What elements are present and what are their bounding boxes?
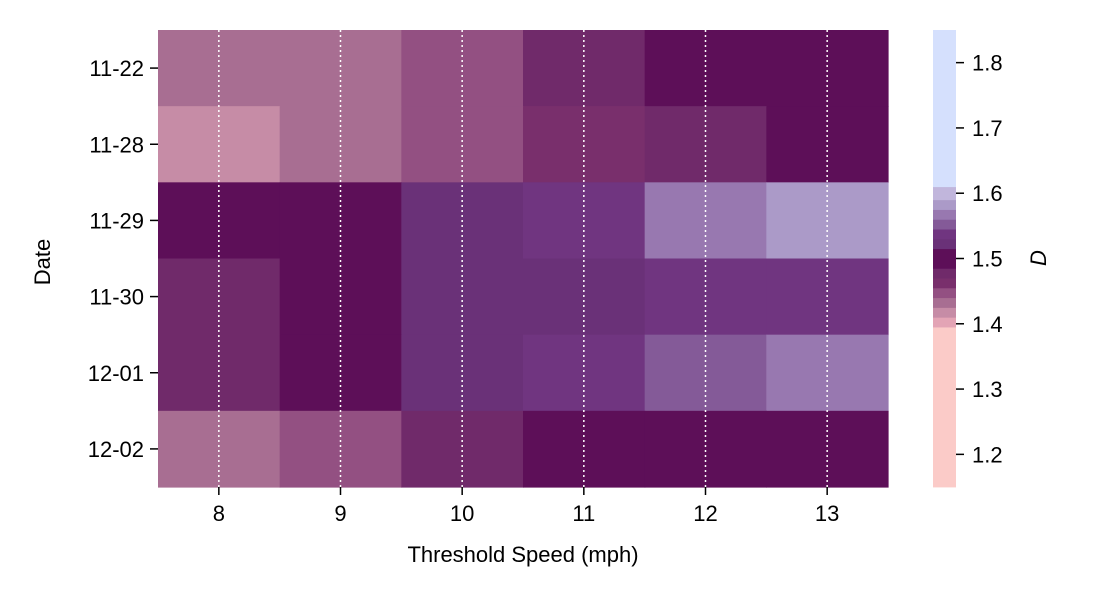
colorbar-band [933, 297, 956, 308]
x-tick-label: 8 [213, 501, 225, 526]
colorbar-label: D [1026, 250, 1051, 266]
x-tick-label: 11 [572, 501, 595, 526]
colorbar-band [933, 219, 956, 230]
colorbar-tick-label: 1.4 [972, 312, 1003, 337]
y-tick-label: 11-30 [89, 285, 144, 310]
colorbar-band [933, 278, 956, 289]
colorbar-band [933, 287, 956, 299]
x-axis-label: Threshold Speed (mph) [407, 542, 638, 567]
heatmap-cell-11-22-9 [279, 30, 402, 107]
y-tick-label: 12-02 [88, 437, 144, 462]
colorbar-band [933, 268, 956, 279]
colorbar-band [933, 248, 956, 269]
heatmap-cell-11-22-8 [158, 30, 281, 107]
heatmap-cell-12-01-10 [401, 334, 524, 412]
x-axis: 8 9 10 11 12 13 [213, 487, 839, 526]
y-axis-label: Date [30, 239, 55, 285]
x-tick-label: 9 [334, 501, 346, 526]
heatmap-cell-12-02-11 [523, 410, 646, 488]
heatmap-cell-11-22-11 [523, 30, 646, 107]
x-tick-label: 13 [815, 501, 839, 526]
heatmap-cell-11-22-13 [766, 30, 889, 107]
colorbar-band [933, 30, 956, 188]
colorbar-tick-label: 1.5 [972, 247, 1003, 272]
heatmap-cell-12-02-8 [158, 410, 281, 488]
heatmap-cell-12-02-12 [644, 410, 767, 488]
colorbar-tick-label: 1.8 [972, 51, 1003, 76]
colorbar-tick-label: 1.7 [972, 116, 1003, 141]
heatmap-cell-12-01-9 [279, 334, 402, 412]
y-tick-label: 11-28 [89, 132, 144, 157]
heatmap-cell-12-01-12 [644, 334, 767, 412]
vertical-gridlines [218, 30, 828, 487]
colorbar-band [933, 317, 956, 328]
x-tick-label: 12 [693, 501, 717, 526]
heatmap-cell-12-01-8 [158, 334, 281, 412]
x-tick-label: 10 [450, 501, 474, 526]
y-tick-label: 11-22 [89, 56, 144, 81]
colorbar-tick-label: 1.6 [972, 181, 1003, 206]
heatmap-cell-12-01-13 [766, 334, 889, 412]
heatmap-cell-12-02-9 [279, 410, 402, 488]
heatmap-cell-12-02-10 [401, 410, 524, 488]
colorbar-band [933, 186, 956, 201]
y-axis: 11-22 11-28 11-29 11-30 12-01 12-02 [88, 56, 158, 462]
colorbar-band [933, 238, 956, 250]
y-tick-label: 12-01 [88, 361, 144, 386]
colorbar-band [933, 199, 956, 210]
colorbar: 1.2 1.3 1.4 1.5 1.6 1.7 1.8 [933, 30, 1003, 488]
colorbar-band [933, 229, 956, 240]
heatmap-cells [158, 30, 889, 488]
colorbar-tick-label: 1.2 [972, 442, 1003, 467]
colorbar-band [933, 327, 956, 488]
colorbar-band [933, 209, 956, 220]
colorbar-band [933, 307, 956, 318]
heatmap-cell-12-01-11 [523, 334, 646, 412]
heatmap-cell-11-22-12 [644, 30, 767, 107]
colorbar-tick-label: 1.3 [972, 377, 1003, 402]
y-tick-label: 11-29 [89, 208, 144, 233]
heatmap-cell-11-22-10 [401, 30, 524, 107]
heatmap-cell-12-02-13 [766, 410, 889, 488]
